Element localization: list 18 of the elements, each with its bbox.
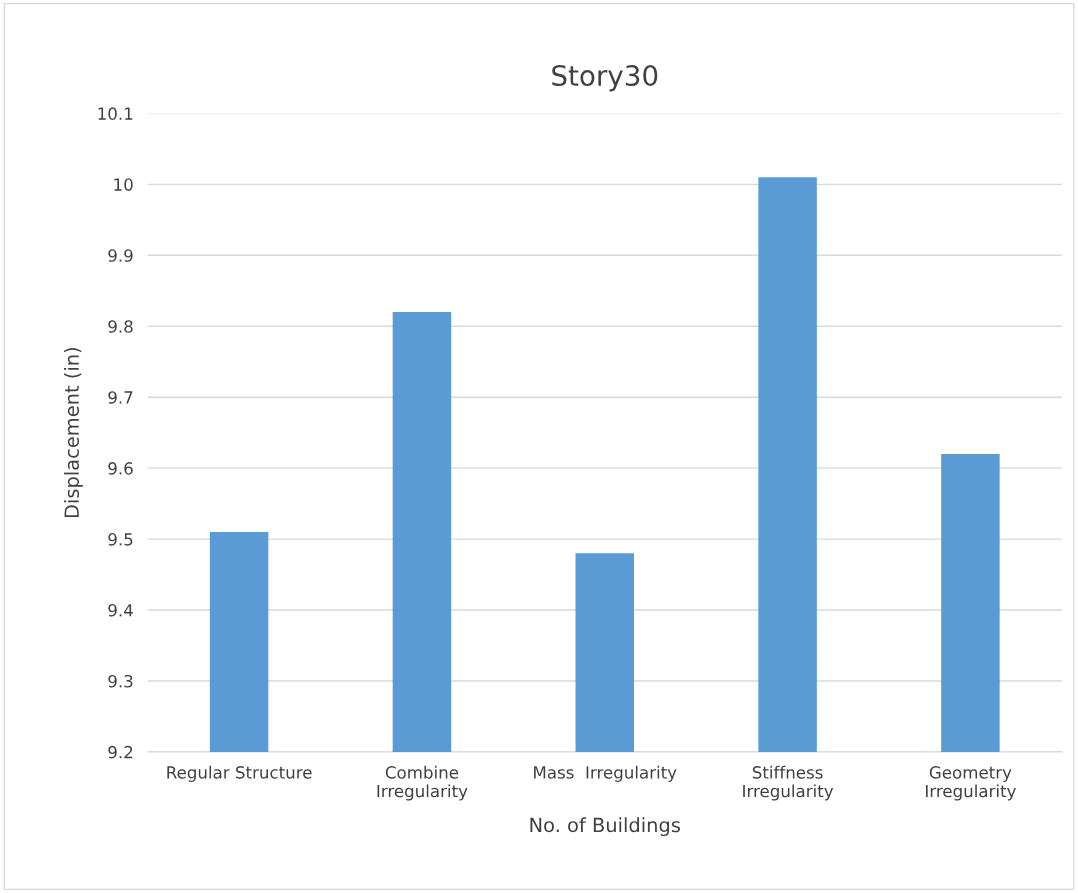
y-tick-label: 10.1 xyxy=(98,107,133,120)
y-axis-title: Displacement (in) xyxy=(63,347,83,518)
y-tick-label: 9.2 xyxy=(108,745,133,759)
x-tick-label: Mass Irregularity xyxy=(534,765,677,782)
y-tick-label: 9.4 xyxy=(108,603,133,617)
x-tick-label: Stiffness Irregularity xyxy=(743,765,834,801)
x-tick-label: Combine Irregularity xyxy=(377,765,468,801)
x-tick-label: Regular Structure xyxy=(167,765,312,782)
x-tick-label: Geometry Irregularity xyxy=(926,766,1016,801)
y-tick-label: 9.6 xyxy=(108,462,133,475)
x-axis-title: No. of Buildings xyxy=(530,817,681,837)
y-tick-label: 9.7 xyxy=(108,391,133,404)
y-tick-label: 9.9 xyxy=(108,249,133,262)
y-tick-label: 9.3 xyxy=(108,674,133,688)
chart-title: Story30 xyxy=(552,65,658,92)
y-tick-label: 10 xyxy=(114,178,133,191)
y-tick-label: 9.5 xyxy=(108,533,133,546)
y-tick-label: 9.8 xyxy=(108,320,133,333)
